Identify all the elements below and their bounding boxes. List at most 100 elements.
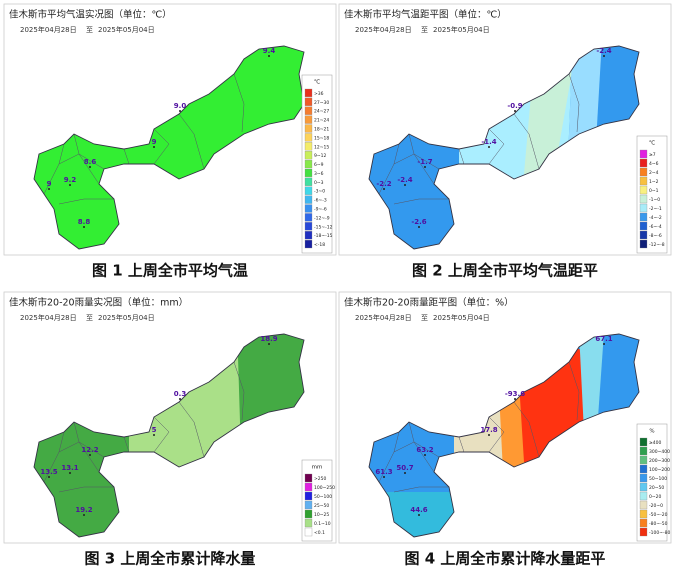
county-border: [393, 441, 440, 458]
county-border: [43, 431, 65, 483]
legend-swatch: [304, 509, 313, 519]
station-value: 50.7: [396, 464, 413, 472]
station-value: 9: [47, 180, 52, 188]
station-dot: [89, 454, 91, 456]
county-border: [488, 128, 505, 165]
county-border: [393, 153, 440, 170]
station-value: 63.2: [416, 446, 433, 454]
legend-swatch: [304, 195, 313, 204]
legend-swatch: [304, 177, 313, 186]
date-sep: 至: [86, 314, 93, 322]
legend-swatch: [639, 500, 648, 510]
date-from: 2025年04月28日: [20, 313, 77, 322]
station-dot: [404, 184, 406, 186]
legend-swatch: [304, 527, 313, 537]
legend-swatch: [639, 473, 648, 483]
legend-label: 15~18: [314, 135, 329, 141]
legend-swatch: [304, 168, 313, 178]
date-to: 2025年05月04日: [433, 313, 490, 322]
station-value: 9.2: [64, 176, 77, 184]
station-value: -2.4: [397, 176, 412, 184]
station-value: 13.5: [40, 468, 57, 476]
legend-swatch: [639, 158, 648, 168]
station-dot: [69, 184, 71, 186]
station-dot: [179, 398, 181, 400]
legend-swatch: [304, 213, 313, 222]
station-value: 9.0: [174, 102, 187, 110]
county-border: [393, 198, 449, 205]
legend-box: [301, 459, 333, 542]
figure-caption: 图 2 上周全市平均气温距平: [412, 262, 598, 280]
legend-label: -80~-50: [649, 521, 668, 527]
panel-title: 佳木斯市20-20雨量实况图（单位：mm）: [9, 297, 188, 309]
legend-label: 6~9: [314, 162, 324, 168]
legend-swatch: [639, 437, 648, 447]
county-border: [378, 143, 400, 195]
legend-label: -100~-80: [649, 530, 670, 536]
legend-swatch: [304, 518, 313, 528]
legend-swatch: [639, 491, 648, 501]
station-dot: [488, 434, 490, 436]
county-border: [58, 441, 105, 458]
legend-swatch: [639, 185, 648, 195]
station-value: 17.8: [480, 426, 497, 434]
figure-caption: 图 1 上周全市平均气温: [92, 262, 248, 280]
station-dot: [514, 110, 516, 112]
map-panel: 佳木斯市20-20雨量实况图（单位：mm） 2025年04月28日 至 2025年05…: [3, 291, 337, 544]
map-outline: [33, 45, 305, 250]
legend-swatch: [304, 482, 313, 492]
legend-label: -6~-4: [649, 224, 662, 230]
station-value: 0.3: [174, 390, 187, 398]
station-dot: [383, 188, 385, 190]
legend-label: 3~6: [314, 171, 324, 177]
station-dot: [418, 226, 420, 228]
legend-label: <0.1: [314, 530, 325, 536]
legend-label: -12~-9: [314, 215, 330, 221]
legend-label: 24~27: [314, 109, 329, 115]
station-dot: [603, 343, 605, 345]
station-value: -1.4: [481, 138, 496, 146]
legend-label: -1~0: [649, 197, 660, 203]
county-border: [58, 198, 114, 205]
station-dot: [89, 166, 91, 168]
legend-swatch: [304, 159, 313, 169]
legend-label: ≥7: [649, 152, 656, 158]
legend-label: -6~-3: [314, 198, 327, 204]
legend-swatch: [304, 88, 313, 98]
figure-caption: 图 3 上周全市累计降水量: [85, 550, 256, 568]
station-dot: [179, 110, 181, 112]
station-value: 8.8: [78, 218, 91, 226]
station-value: -0.9: [507, 102, 522, 110]
legend-swatch: [639, 482, 648, 492]
legend-label: 20~50: [649, 485, 664, 491]
legend-swatch: [304, 204, 313, 213]
legend-swatch: [304, 222, 313, 231]
station-value: 44.6: [410, 506, 427, 514]
date-from: 2025年04月28日: [20, 25, 77, 34]
county-border: [568, 361, 580, 421]
figure-caption: 图 4 上周全市累计降水量距平: [405, 550, 606, 568]
station-value: 9.4: [263, 47, 276, 55]
station-dot: [268, 343, 270, 345]
legend-label: 0~3: [314, 180, 324, 186]
legend-swatch: [304, 473, 313, 483]
map-panel: 佳木斯市20-20雨量距平图（单位：%） 2025年04月28日 至 2025年05月…: [338, 291, 672, 544]
station-value: 61.3: [375, 468, 392, 476]
legend-label: -3~0: [314, 189, 325, 195]
map-zone: [579, 334, 604, 432]
station-dot: [383, 476, 385, 478]
legend-label: -20~0: [649, 503, 663, 509]
station-value: 8.6: [84, 158, 97, 166]
legend-label: -8~-6: [649, 233, 662, 239]
date-sep: 至: [86, 26, 93, 34]
legend-label: -4~-2: [649, 215, 662, 221]
legend-label: 27~30: [314, 100, 329, 106]
county-border: [568, 73, 580, 133]
station-dot: [48, 476, 50, 478]
county-border: [233, 361, 245, 421]
station-value: 18.9: [260, 335, 277, 343]
legend-label: 0~1: [649, 188, 659, 194]
station-dot: [83, 514, 85, 516]
county-border: [393, 486, 449, 493]
county-border: [123, 436, 130, 453]
